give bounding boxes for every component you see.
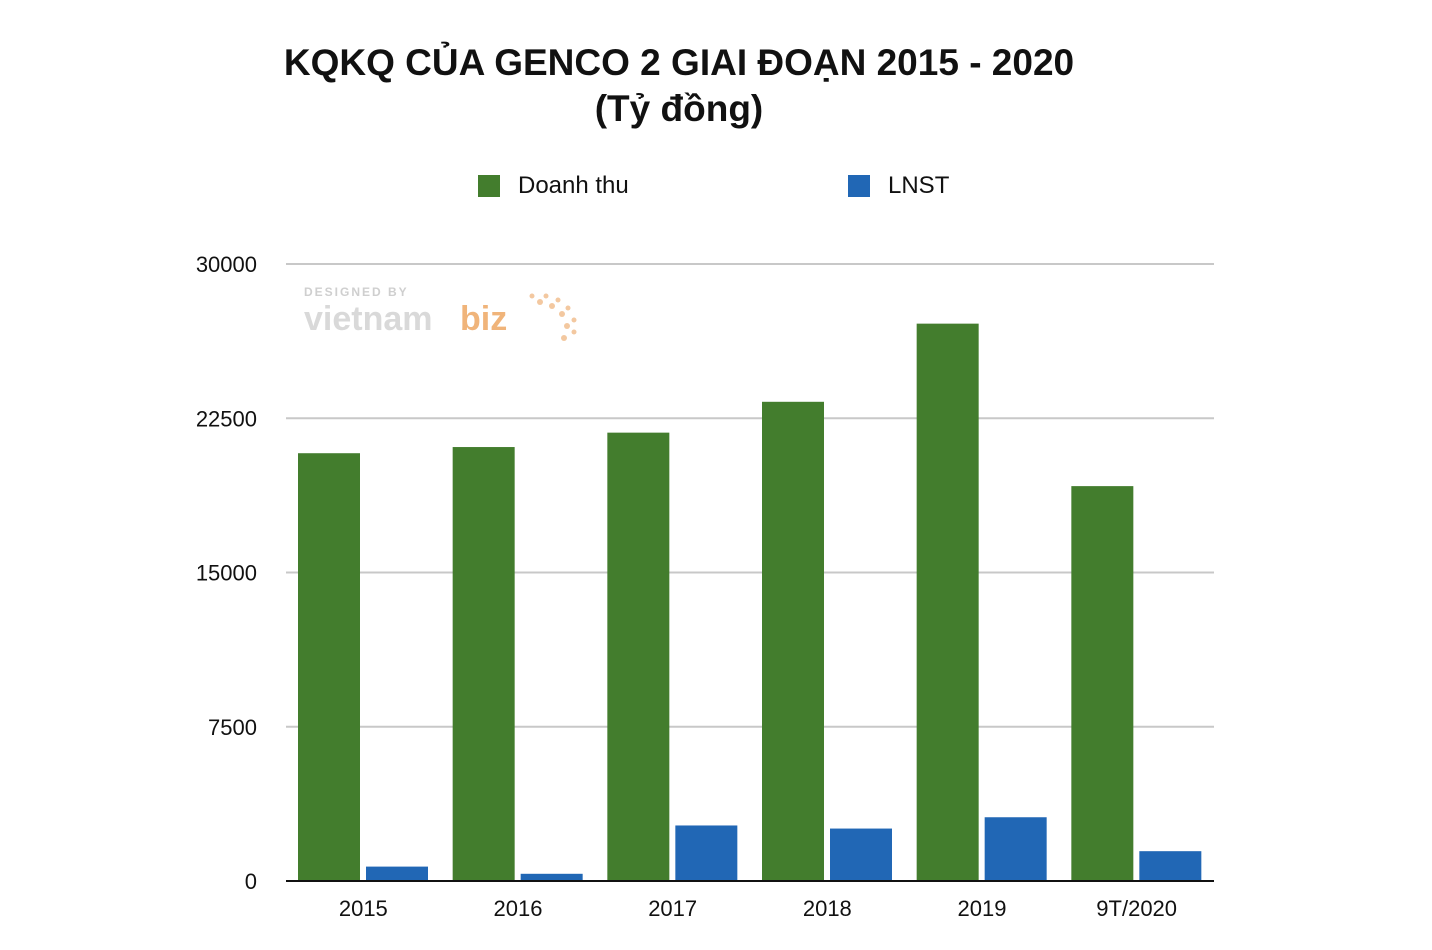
bar-profit-2018 — [830, 828, 892, 881]
watermark-designed-by: DESIGNED BY — [304, 285, 409, 299]
y-tick-label-15000: 15000 — [196, 561, 257, 586]
x-tick-label-2018: 2018 — [803, 896, 852, 921]
bar-profit-2015 — [366, 866, 428, 881]
legend-label-revenue: Doanh thu — [518, 172, 629, 199]
bar-revenue-2016 — [452, 447, 515, 881]
legend-swatch-revenue — [478, 175, 500, 197]
bar-revenue-2017 — [607, 432, 670, 881]
chart-subtitle: (Tỷ đồng) — [594, 88, 764, 129]
x-tick-label-2019: 2019 — [958, 896, 1007, 921]
watermark-sun-icon — [529, 293, 577, 341]
legend-item-revenue: Doanh thu — [478, 170, 629, 202]
legend-label-profit: LNST — [888, 172, 950, 199]
x-tick-label-2016: 2016 — [494, 896, 543, 921]
bar-profit-2016 — [520, 873, 583, 881]
watermark-brand-main: vietnam — [304, 300, 433, 338]
x-tick-label-2015: 2015 — [339, 896, 388, 921]
y-tick-label-30000: 30000 — [196, 252, 257, 277]
legend-item-profit: LNST — [848, 170, 949, 202]
bar-revenue-9T-2020 — [1071, 486, 1134, 881]
bar-revenue-2015 — [298, 453, 360, 881]
y-tick-label-7500: 7500 — [208, 715, 257, 740]
x-tick-label-9T-2020: 9T/2020 — [1096, 896, 1177, 921]
y-tick-label-0: 0 — [245, 869, 257, 894]
chart-title: KQKQ CỦA GENCO 2 GIAI ĐOẠN 2015 - 2020 — [283, 42, 1075, 83]
bar-profit-9T-2020 — [1139, 851, 1202, 881]
y-tick-label-22500: 22500 — [196, 406, 257, 431]
bar-revenue-2018 — [762, 401, 824, 881]
vietnambiz-watermark: DESIGNED BY vietnam biz — [304, 285, 577, 341]
bar-profit-2019 — [984, 817, 1047, 881]
watermark-brand-accent: biz — [460, 300, 507, 338]
x-tick-label-2017: 2017 — [648, 896, 697, 921]
bar-revenue-2019 — [916, 323, 979, 882]
legend-swatch-profit — [848, 175, 870, 197]
bar-profit-2017 — [675, 825, 738, 881]
